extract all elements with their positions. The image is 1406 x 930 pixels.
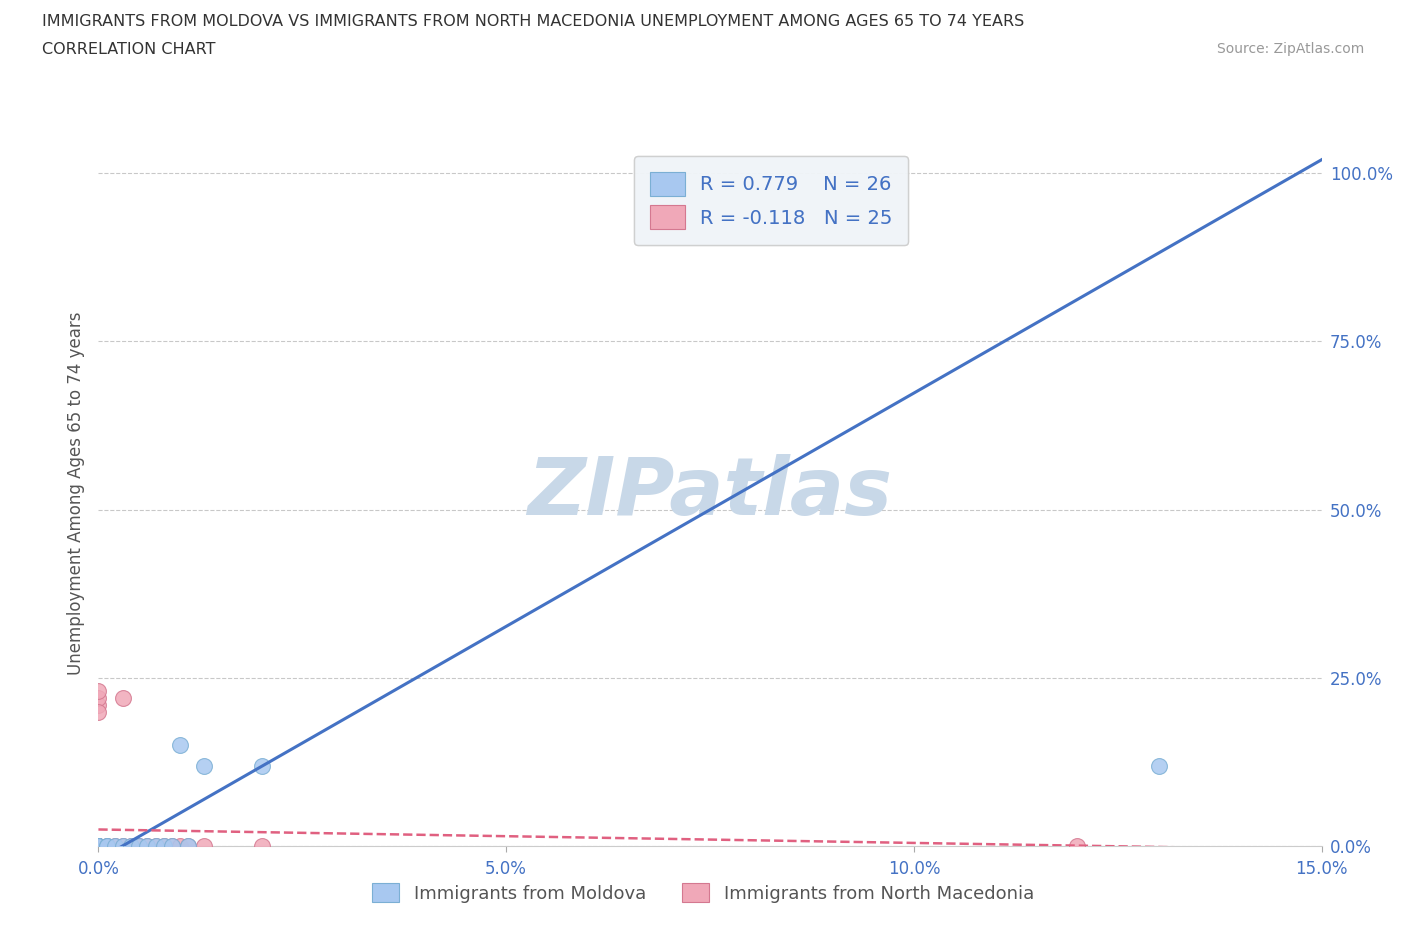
Point [87,839,110,854]
Point [160,839,183,854]
Point [87,839,110,854]
Point [87,839,110,854]
Legend: Immigrants from Moldova, Immigrants from North Macedonia: Immigrants from Moldova, Immigrants from… [363,874,1043,911]
Point [87,839,110,854]
Point [87,839,110,854]
Point [87,839,110,854]
Point [250,839,273,854]
Point [96,839,118,854]
Text: Source: ZipAtlas.com: Source: ZipAtlas.com [1216,42,1364,56]
Point [87,704,110,719]
Point [96,839,118,854]
Point [87,839,110,854]
Point [152,839,174,854]
Point [128,839,150,854]
Point [136,839,159,854]
Point [120,839,142,854]
Point [160,839,183,854]
Point [87,839,110,854]
Point [177,839,200,854]
Point [136,839,159,854]
Text: CORRELATION CHART: CORRELATION CHART [42,42,215,57]
Point [169,839,191,854]
Point [87,839,110,854]
Point [111,691,134,706]
Point [145,839,167,854]
Point [1066,839,1088,854]
Point [87,839,110,854]
Point [104,839,127,854]
Point [87,839,110,854]
Point [193,839,215,854]
Text: IMMIGRANTS FROM MOLDOVA VS IMMIGRANTS FROM NORTH MACEDONIA UNEMPLOYMENT AMONG AG: IMMIGRANTS FROM MOLDOVA VS IMMIGRANTS FR… [42,14,1025,29]
Point [87,839,110,854]
Point [87,839,110,854]
Point [87,691,110,706]
Point [177,839,200,854]
Y-axis label: Unemployment Among Ages 65 to 74 years: Unemployment Among Ages 65 to 74 years [66,312,84,674]
Point [96,839,118,854]
Point [1147,758,1170,773]
Legend: R = 0.779    N = 26, R = -0.118   N = 25: R = 0.779 N = 26, R = -0.118 N = 25 [634,156,908,245]
Point [87,698,110,712]
Point [169,737,191,752]
Point [250,758,273,773]
Point [111,839,134,854]
Point [128,839,150,854]
Point [87,839,110,854]
Point [87,839,110,854]
Point [111,839,134,854]
Point [104,839,127,854]
Point [145,839,167,854]
Text: ZIPatlas: ZIPatlas [527,454,893,532]
Point [87,839,110,854]
Point [193,758,215,773]
Point [87,684,110,699]
Point [120,839,142,854]
Point [152,839,174,854]
